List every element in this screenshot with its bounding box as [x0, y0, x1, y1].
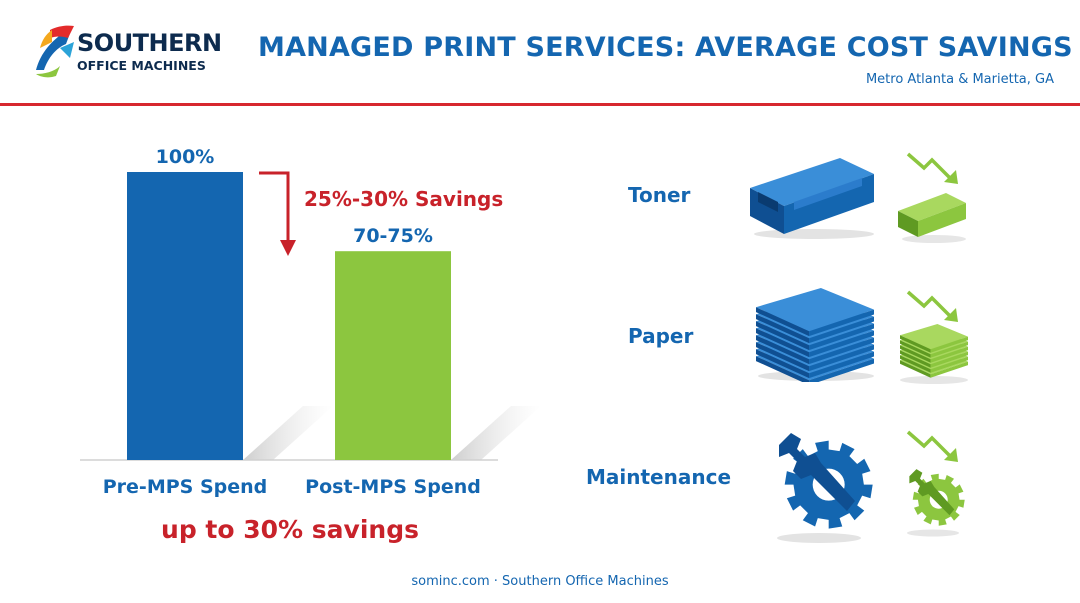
bar-shadow: [451, 406, 541, 460]
value-label: 100%: [156, 146, 215, 168]
toner-cartridge-icon: [750, 158, 874, 239]
logo-text-secondary: OFFICE MACHINES: [77, 58, 206, 73]
trend-down-arrow-icon-toner: [906, 152, 958, 184]
page-footer: sominc.com · Southern Office Machines: [411, 574, 669, 589]
value-labels-group: 100% 70-75%: [156, 146, 433, 247]
category-label: Post-MPS Spend: [305, 476, 481, 498]
savings-arrow-icon: [259, 171, 296, 256]
savings-bar-chart: 100% 70-75% Pre-MPS Spend Post-MPS Spend 2…: [80, 146, 541, 498]
wrench-gear-icon: [777, 433, 873, 543]
paper-stack-icon: [756, 288, 874, 382]
logo-mark-icon: [36, 25, 74, 78]
value-label: 70-75%: [353, 225, 433, 247]
wrench-gear-small-icon: [907, 469, 965, 537]
bar-pre-mps-spend: [127, 172, 243, 460]
trend-down-arrow-icon-maintenance: [906, 430, 958, 462]
company-logo: SOUTHERN OFFICE MACHINES: [30, 22, 240, 84]
toner-cartridge-small-icon: [898, 193, 966, 243]
paper-stack-small-icon: [900, 324, 968, 384]
trend-down-arrow-icon-paper: [906, 290, 958, 322]
bars-group: [127, 172, 451, 460]
savings-annotation: 25%-30% Savings: [304, 187, 503, 211]
category-labels-group: Pre-MPS Spend Post-MPS Spend: [103, 476, 481, 498]
category-label-toner: Toner: [628, 183, 691, 207]
category-label: Pre-MPS Spend: [103, 476, 268, 498]
bar-shadows: [243, 406, 541, 460]
category-label-maintenance: Maintenance: [586, 465, 732, 489]
bar-post-mps-spend: [335, 251, 451, 460]
page-title: MANAGED PRINT SERVICES: AVERAGE COST SAV…: [258, 32, 1073, 63]
header-divider: [0, 103, 1080, 106]
category-label-paper: Paper: [628, 324, 694, 348]
savings-summary: up to 30% savings: [161, 515, 419, 544]
bar-shadow: [243, 406, 333, 460]
page-subtitle: Metro Atlanta & Marietta, GA: [865, 72, 1054, 87]
logo-text-primary: SOUTHERN: [77, 29, 222, 57]
